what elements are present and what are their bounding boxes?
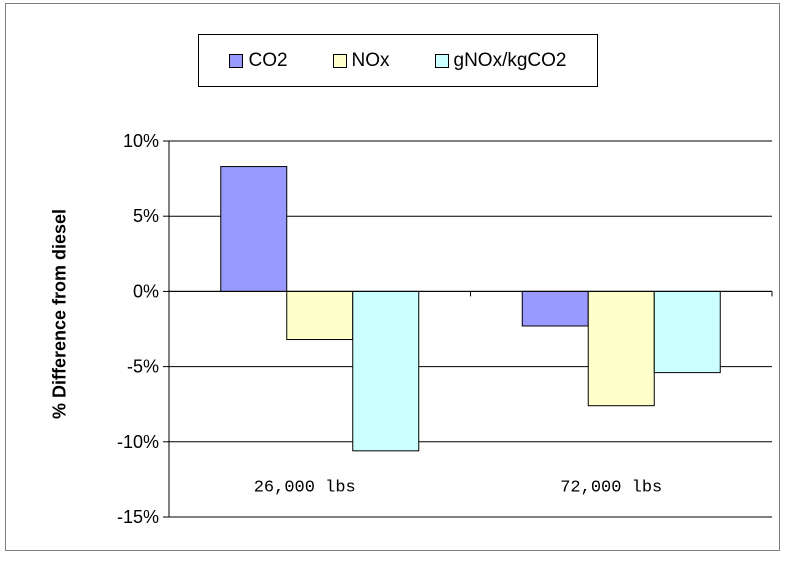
bar: [352, 290, 420, 452]
bar: [653, 290, 721, 374]
y-tick-label: -15%: [117, 507, 159, 527]
bar: [286, 290, 354, 341]
legend-item-co2: CO2: [229, 49, 288, 72]
legend-label-co2: CO2: [248, 49, 288, 71]
y-tick-label: 5%: [133, 206, 159, 226]
y-tick-label: -5%: [127, 357, 159, 377]
legend-swatch-gnox-per-kgco2: [434, 53, 449, 68]
legend-item-gnox-per-kgco2: gNOx/kgCO2: [434, 49, 567, 72]
legend-label-gnox-per-kgco2: gNOx/kgCO2: [453, 49, 567, 71]
legend-label-nox: NOx: [351, 49, 390, 71]
x-category-label: 26,000 lbs: [254, 478, 356, 497]
legend: CO2 NOx gNOx/kgCO2: [198, 34, 598, 87]
chart-frame: [5, 3, 780, 551]
bar: [587, 290, 655, 407]
legend-item-nox: NOx: [332, 49, 390, 72]
y-tick-label: 10%: [123, 131, 159, 151]
legend-swatch-nox: [332, 53, 347, 68]
x-category-label: 72,000 lbs: [560, 478, 662, 497]
bar: [521, 290, 589, 327]
legend-swatch-co2: [229, 53, 244, 68]
y-tick-label: 0%: [133, 281, 159, 301]
y-tick-label: -10%: [117, 432, 159, 452]
bar: [220, 166, 288, 292]
